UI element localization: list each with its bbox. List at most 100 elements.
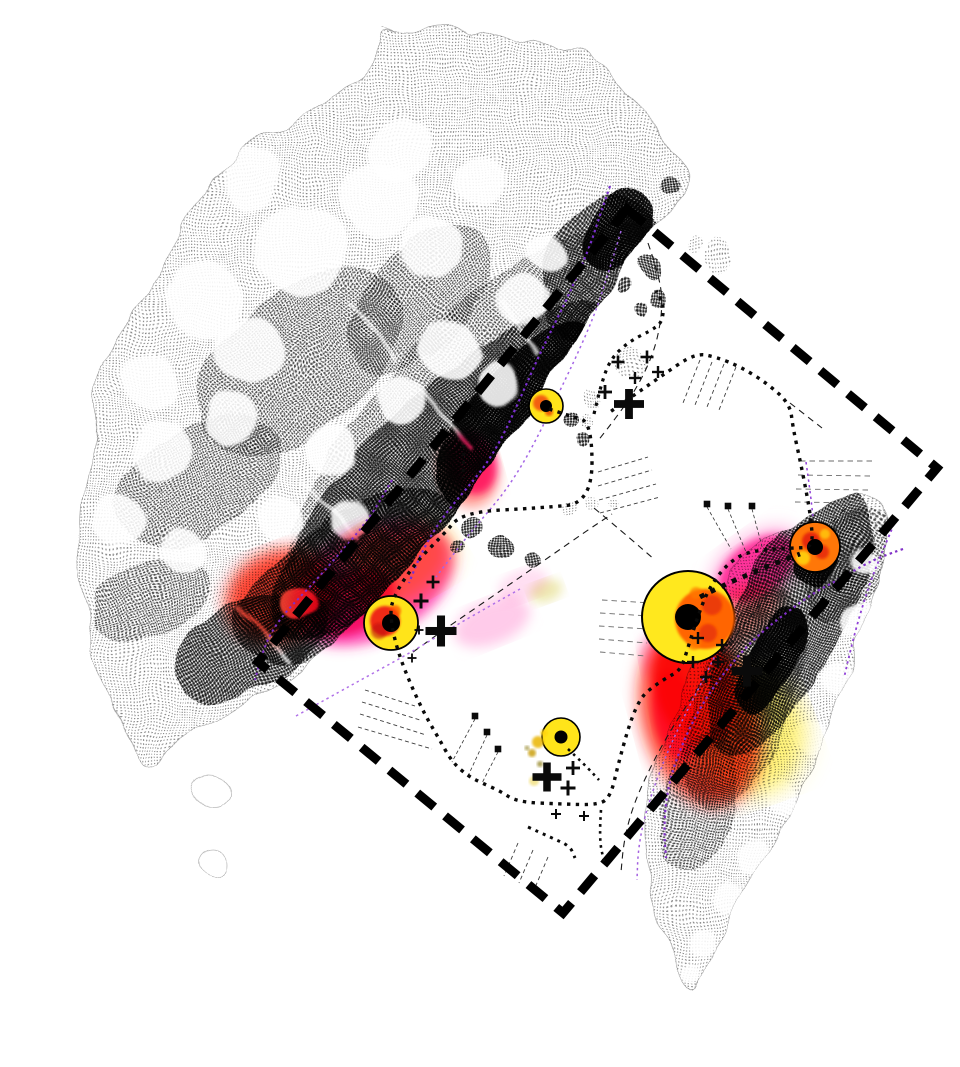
hatch-line <box>599 651 647 657</box>
islet-outline <box>198 846 228 876</box>
plus-mark-large <box>614 389 644 419</box>
pin-leader-line <box>467 734 488 777</box>
pin-square <box>483 728 491 736</box>
pin-square <box>471 712 479 720</box>
mainland-landmass-white-patch <box>215 315 285 385</box>
hatch-line <box>597 456 649 473</box>
mainland-landmass-white-patch <box>305 425 355 475</box>
hatch-line <box>518 849 534 884</box>
mainland-landmass-white-patch <box>95 495 145 545</box>
marker-taiwan-west-core-dot <box>675 604 701 630</box>
mainland-landmass-white-patch <box>130 420 190 480</box>
marker-coast-north <box>528 388 564 424</box>
plus-mark-large <box>532 762 562 792</box>
marker-strait-south-core-dot <box>554 730 568 744</box>
marker-taiwan-west-patch <box>690 587 702 599</box>
islet-light <box>614 348 642 376</box>
islet-dark <box>647 290 665 308</box>
exclusion-boundary-layer <box>251 202 944 920</box>
mainland-landmass-white-patch <box>478 358 522 402</box>
exclusion-boundary <box>251 202 944 920</box>
hatch-line <box>718 366 737 411</box>
mainland-landmass-river-vein <box>498 299 542 361</box>
mainland-landmass-white-patch <box>122 352 178 408</box>
hatch-fan-fan-junction <box>597 456 661 514</box>
dotted-route-north-coast-branch <box>592 290 665 415</box>
plus-bar-v <box>704 671 708 683</box>
guide-dashed-cross-strait <box>412 513 613 653</box>
hatch-line <box>361 701 421 721</box>
marker-taiwan-west-patch <box>702 595 722 615</box>
purple-corridor-corridor-h <box>805 461 814 518</box>
mainland-landmass-white-patch <box>220 150 280 210</box>
heat-zone-olive-dab <box>529 579 563 603</box>
plus-bar-v <box>431 575 435 589</box>
yellow-fleck <box>528 749 536 757</box>
pin-square <box>703 500 711 508</box>
mainland-landmass-white-patch <box>376 376 424 424</box>
islet-dark <box>461 517 483 539</box>
plus-mark <box>640 350 654 364</box>
pin-square <box>724 502 732 510</box>
hatch-line <box>597 469 653 487</box>
mainland-landmass-white-patch <box>255 205 345 295</box>
mainland-landmass-white-patch <box>158 528 202 572</box>
plus-bar-v <box>418 625 420 635</box>
dotted-route-bottom-L <box>527 825 577 859</box>
islet-dark <box>637 256 661 280</box>
pin-leader-line <box>451 718 476 763</box>
taiwan-landmass-white-patch <box>714 884 746 916</box>
plus-mark <box>426 575 440 589</box>
hatch-line <box>364 689 416 707</box>
hatch-line <box>533 856 549 891</box>
plus-bar-v <box>571 761 575 775</box>
mainland-landmass-white-patch <box>160 260 240 340</box>
pin-square <box>494 745 502 753</box>
hatch-line <box>795 488 869 491</box>
islet-light <box>704 243 732 271</box>
islet-outline <box>195 776 229 810</box>
plus-bar-v <box>436 615 446 647</box>
islet-dark <box>573 437 585 449</box>
plus-bar-v <box>696 632 700 644</box>
plus-bar-v <box>656 366 660 378</box>
purple-corridor-corridor-g <box>636 651 718 881</box>
plus-mark <box>551 809 561 819</box>
pin-leader-line <box>727 508 747 553</box>
mainland-landmass-river-vein <box>298 478 362 542</box>
plus-bar-v <box>625 389 633 419</box>
plus-mark <box>629 372 641 384</box>
plus-mark <box>716 639 728 651</box>
plus-mark <box>687 656 699 668</box>
plus-mark-large <box>731 655 763 687</box>
islet-light <box>583 500 597 514</box>
mainland-landmass-white-patch <box>495 275 545 325</box>
plus-mark <box>611 355 625 369</box>
mainland-landmass-white-patch <box>455 155 505 205</box>
marker-taiwan-ne-patch <box>820 529 830 539</box>
hatch-line <box>706 363 725 408</box>
taiwan-landmass-white-patch <box>680 960 700 980</box>
purple-corridor-corridor-f <box>843 523 895 679</box>
yellow-fleck <box>524 745 530 751</box>
landmasses-layer <box>80 27 885 989</box>
plus-mark-large <box>425 615 457 647</box>
hatch-line <box>694 361 713 406</box>
pin-markers-layer <box>451 500 812 784</box>
hatch-line <box>598 638 648 644</box>
plus-bar-v <box>411 653 413 663</box>
islet-light <box>606 498 618 510</box>
heat-zone-yellow-bright-tw <box>707 659 753 741</box>
islet-dark <box>522 554 538 570</box>
plus-mark <box>579 811 589 821</box>
hatch-line <box>357 726 433 750</box>
plus-mark <box>700 671 712 683</box>
pins-strait-south <box>451 712 502 784</box>
plus-bar-v <box>419 593 423 609</box>
plus-mark <box>692 632 704 644</box>
plus-mark <box>652 366 664 378</box>
purple-corridor-corridor-e <box>663 547 904 859</box>
pin-square <box>748 502 756 510</box>
marker-strait-south <box>541 717 581 757</box>
